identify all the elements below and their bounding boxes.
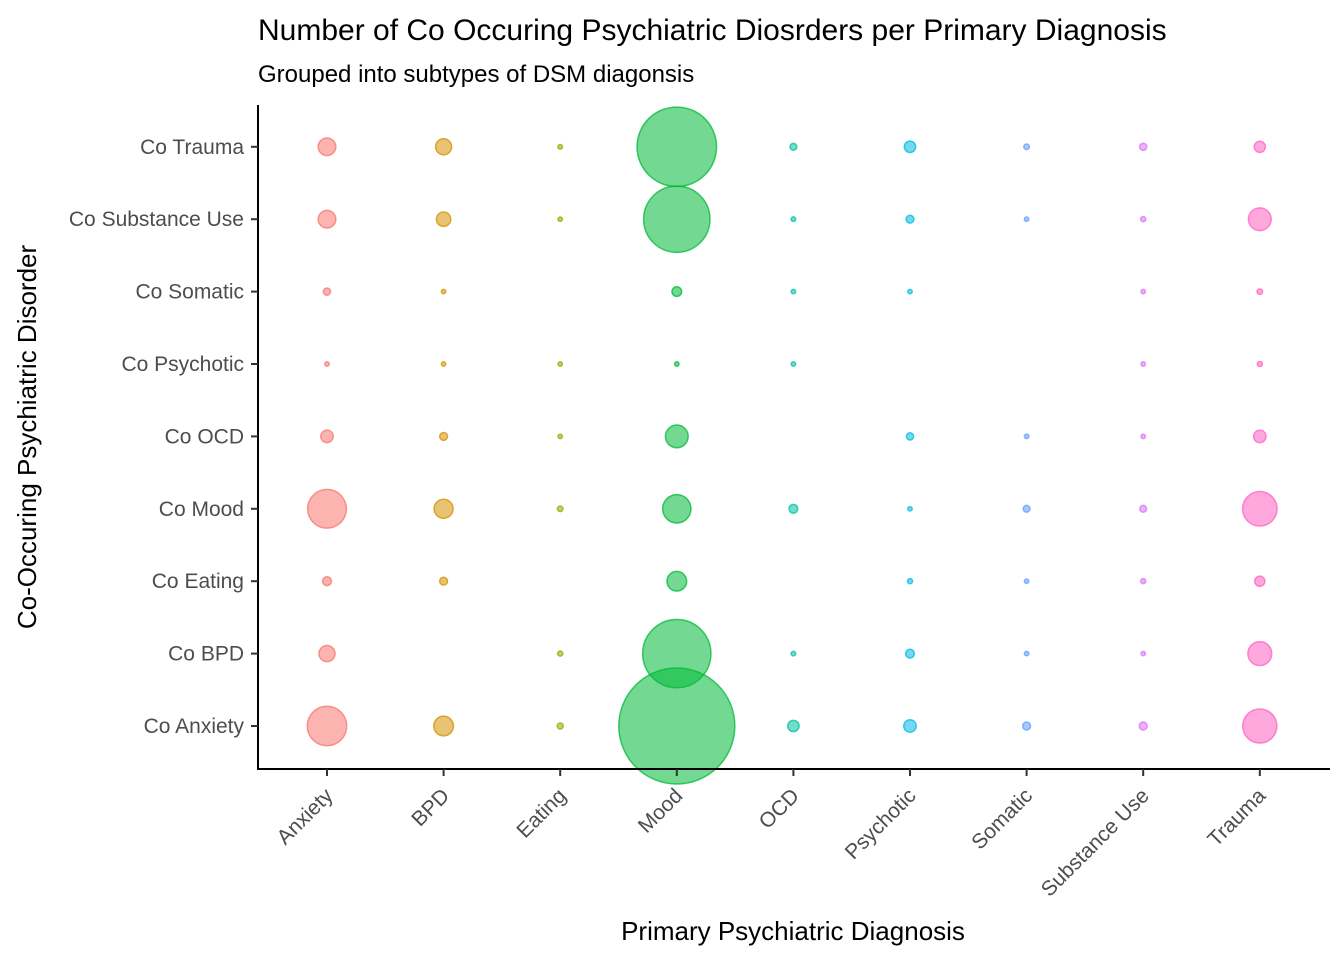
data-point <box>905 214 915 224</box>
chart-title: Number of Co Occuring Psychiatric Diosrd… <box>258 14 1167 47</box>
data-point <box>788 503 799 514</box>
data-point <box>556 722 564 730</box>
data-point <box>1139 577 1147 585</box>
data-points <box>306 106 1278 785</box>
data-point <box>636 106 718 188</box>
data-point <box>1241 708 1278 744</box>
x-tick-label: BPD <box>407 784 454 831</box>
data-point <box>306 705 348 747</box>
data-point <box>1140 650 1147 657</box>
x-tick-label: Somatic <box>967 784 1037 854</box>
data-point <box>1139 504 1148 513</box>
x-tick-label: Trauma <box>1203 784 1270 851</box>
data-point <box>664 424 689 449</box>
data-point <box>324 361 330 367</box>
x-axis: Anxiety BPD Eating Mood OCD Psychotic Somatic S… <box>273 769 1271 901</box>
y-tick-label: Co Psychotic <box>121 353 244 376</box>
data-point <box>433 498 454 520</box>
data-point <box>317 209 337 229</box>
data-point <box>666 570 688 592</box>
x-tick-label: Mood <box>634 784 687 837</box>
data-point <box>1139 215 1147 223</box>
x-axis-title: Primary Psychiatric Diagnosis <box>621 916 965 946</box>
data-point <box>1247 207 1272 232</box>
data-point <box>661 493 692 524</box>
data-point <box>1256 288 1264 296</box>
data-point <box>906 577 914 585</box>
data-point <box>435 211 452 228</box>
data-point <box>1021 721 1032 731</box>
x-tick-label: Eating <box>512 784 570 842</box>
data-point <box>557 143 564 150</box>
data-point <box>1023 650 1030 657</box>
data-point <box>556 650 564 657</box>
data-point <box>790 361 797 367</box>
data-point <box>789 142 798 151</box>
data-point <box>673 361 680 367</box>
data-point <box>905 432 915 441</box>
data-point <box>1241 490 1278 527</box>
data-point <box>641 618 712 689</box>
data-point <box>790 288 797 295</box>
data-point <box>790 216 797 223</box>
data-point <box>320 429 334 444</box>
data-point <box>786 719 800 733</box>
data-point <box>438 431 449 442</box>
data-point <box>557 433 564 440</box>
x-tick-label: OCD <box>755 784 804 833</box>
data-point <box>1022 504 1031 513</box>
data-point <box>317 137 337 157</box>
data-point <box>438 576 449 586</box>
data-point <box>557 361 564 367</box>
y-tick-label: Co Mood <box>159 498 244 521</box>
data-point <box>434 138 453 156</box>
data-point <box>907 505 913 512</box>
x-tick-label: Anxiety <box>273 784 338 849</box>
data-point <box>1138 142 1148 152</box>
y-tick-label: Co OCD <box>165 425 244 448</box>
data-point <box>1256 360 1264 368</box>
data-point <box>1023 216 1030 223</box>
y-tick-label: Co Substance Use <box>69 208 244 231</box>
data-point <box>903 719 917 733</box>
chart-subtitle: Grouped into subtypes of DSM diagonsis <box>258 61 694 88</box>
data-point <box>1023 578 1030 585</box>
data-point <box>321 576 333 587</box>
data-point <box>1252 429 1267 444</box>
data-point <box>306 488 348 529</box>
data-point <box>907 288 913 295</box>
y-tick-label: Co Anxiety <box>144 715 245 738</box>
data-point <box>1140 433 1147 440</box>
data-point <box>1023 143 1031 151</box>
data-point <box>790 650 797 657</box>
data-point <box>903 140 917 154</box>
x-tick-label: Substance Use <box>1037 784 1154 901</box>
x-tick-label: Psychotic <box>841 784 921 864</box>
data-point <box>904 648 916 659</box>
data-point <box>1138 721 1148 731</box>
y-tick-label: Co Somatic <box>135 281 244 304</box>
data-point <box>642 185 711 254</box>
data-point <box>1247 640 1273 667</box>
data-point <box>1140 361 1147 367</box>
y-axis: Co Anxiety Co BPD Co Eating Co Mood Co OCD Co… <box>69 136 258 738</box>
data-point <box>1253 140 1267 154</box>
data-point <box>1253 575 1266 588</box>
data-point <box>671 286 683 298</box>
data-point <box>1140 288 1147 295</box>
data-point <box>318 644 336 663</box>
y-tick-label: Co Eating <box>152 570 244 593</box>
y-tick-label: Co BPD <box>168 643 244 666</box>
y-tick-label: Co Trauma <box>140 136 244 159</box>
data-point <box>556 505 564 513</box>
data-point <box>440 361 447 367</box>
y-axis-title: Co-Occuring Psychiatric Disorder <box>12 244 42 629</box>
data-point <box>557 216 564 223</box>
data-point <box>440 288 447 295</box>
data-point <box>1023 433 1030 440</box>
data-point <box>322 287 332 296</box>
data-point <box>432 715 455 737</box>
